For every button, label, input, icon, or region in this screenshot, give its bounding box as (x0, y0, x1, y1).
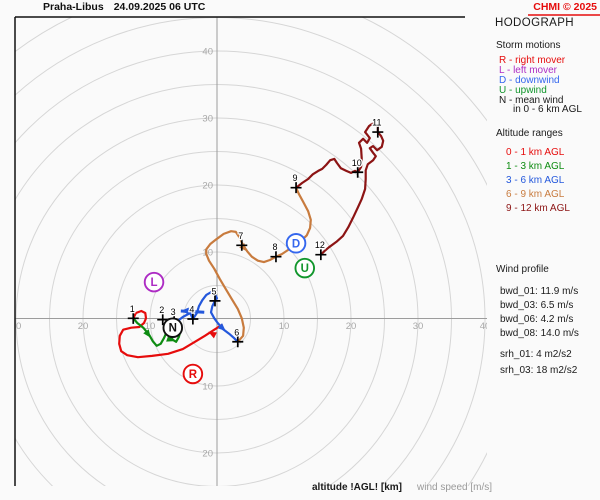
legend-downwind: D - downwind (499, 75, 560, 86)
altitude-marker-label-5: 5 (211, 286, 216, 296)
axis-tick-label: 20 (346, 321, 357, 332)
legend-left-mover: L - left mover (499, 65, 557, 76)
storm-marker-circle (143, 271, 165, 293)
axis-tick-label: 40 (480, 321, 491, 332)
axis-tick-label: 20 (202, 449, 213, 460)
legend-right-mover: R - right mover (499, 55, 566, 66)
wind-speed-axis-label: wind speed [m/s] (417, 482, 493, 493)
bwd-08-value: bwd_08: 14.0 m/s (500, 328, 579, 339)
storm-marker-letter: N (169, 323, 177, 335)
legend-upwind: U - upwind (499, 85, 547, 96)
station-name: Praha-Libus (43, 1, 104, 13)
grid-ring (15, 50, 486, 486)
page-title: Praha-Libus 24.09.2025 06 UTC (43, 1, 205, 13)
trace-direction-arrow (239, 243, 248, 252)
axis-tick-label: 30 (11, 321, 22, 332)
axis-tick-label: 30 (202, 114, 213, 125)
storm-marker-D: D (285, 233, 307, 254)
altitude-marker-6 (232, 336, 244, 348)
axis-tick-label: 10 (145, 321, 156, 332)
altitude-marker-label-6: 6 (234, 327, 239, 337)
bwd-06-value: bwd_06: 4.2 m/s (500, 314, 574, 325)
storm-marker-N: N (162, 317, 184, 338)
altitude-marker-5 (209, 295, 221, 307)
storm-marker-R: R (182, 363, 204, 385)
mid-level-arrowhead (180, 307, 189, 315)
altitude-marker-label-12: 12 (315, 240, 325, 250)
trace-0-1-km-agl (118, 309, 223, 359)
storm-marker-circle (285, 233, 307, 254)
axis-tick-label: 20 (202, 181, 213, 192)
altitude-marker-9 (290, 182, 302, 194)
axis-tick-label: 30 (413, 321, 424, 332)
bwd-03-value: bwd_03: 6.5 m/s (500, 300, 574, 311)
altitude-marker-8 (270, 251, 282, 263)
legend-0-1km: 0 - 1 km AGL (506, 147, 565, 158)
legend-mean-wind: N - mean wind (499, 95, 564, 106)
copyright-text: CHMI © 2025 (533, 1, 597, 13)
axis-tick-label: 20 (78, 321, 89, 332)
legend-3-6km: 3 - 6 km AGL (506, 175, 565, 186)
storm-marker-circle (294, 257, 316, 279)
storm-marker-circle (182, 363, 204, 385)
storm-motions-heading: Storm motions (496, 40, 561, 51)
srh-03-value: srh_03: 18 m2/s2 (500, 365, 578, 376)
storm-marker-letter: D (292, 238, 300, 250)
panel-title: HODOGRAPH (495, 17, 574, 29)
wind-profile-heading: Wind profile (496, 264, 549, 275)
srh-01-value: srh_01: 4 m2/s2 (500, 349, 572, 360)
altitude-marker-10 (352, 166, 364, 178)
axis-tick-label: 10 (202, 382, 213, 393)
trace-9-12-km-agl (295, 121, 385, 256)
axis-tick-label: 10 (279, 321, 290, 332)
trace-direction-arrow (217, 323, 226, 332)
storm-marker-L: L (143, 271, 165, 293)
legend-9-12km: 9 - 12 km AGL (506, 203, 570, 214)
altitude-marker-label-4: 4 (189, 305, 194, 315)
altitude-marker-label-2: 2 (159, 305, 164, 315)
altitude-marker-4 (187, 313, 199, 325)
altitude-marker-label-11: 11 (372, 118, 381, 128)
storm-marker-letter: R (189, 369, 198, 381)
axis-tick-label: 40 (202, 47, 213, 58)
altitude-marker-label-1: 1 (130, 304, 135, 314)
altitude-marker-label-7: 7 (238, 231, 243, 241)
altitude-marker-label-9: 9 (293, 173, 298, 183)
storm-marker-letter: U (301, 263, 309, 275)
altitude-marker-1 (127, 312, 139, 324)
altitude-marker-label-10: 10 (352, 158, 362, 168)
altitude-axis-label: altitude !AGL! [km] (312, 482, 402, 493)
trace-direction-arrow (143, 329, 151, 338)
sounding-datetime: 24.09.2025 06 UTC (113, 1, 206, 13)
altitude-ranges-heading: Altitude ranges (496, 128, 563, 139)
grid-ring (15, 84, 452, 486)
altitude-marker-7 (236, 239, 248, 251)
legend-1-3km: 1 - 3 km AGL (506, 161, 565, 172)
legend-6-9km: 6 - 9 km AGL (506, 189, 565, 200)
storm-marker-U: U (294, 257, 316, 279)
axis-tick-label: 10 (202, 248, 213, 259)
altitude-marker-2 (157, 314, 169, 326)
storm-marker-circle (162, 317, 184, 338)
bwd-01-value: bwd_01: 11.9 m/s (500, 286, 579, 297)
altitude-marker-label-3: 3 (171, 307, 176, 317)
altitude-marker-11 (372, 126, 384, 138)
trace-direction-arrow (208, 331, 217, 339)
altitude-marker-12 (315, 249, 327, 261)
altitude-marker-label-8: 8 (272, 242, 277, 252)
mean-wind-note: in 0 - 6 km AGL (513, 104, 582, 115)
storm-marker-letter: L (151, 277, 158, 289)
